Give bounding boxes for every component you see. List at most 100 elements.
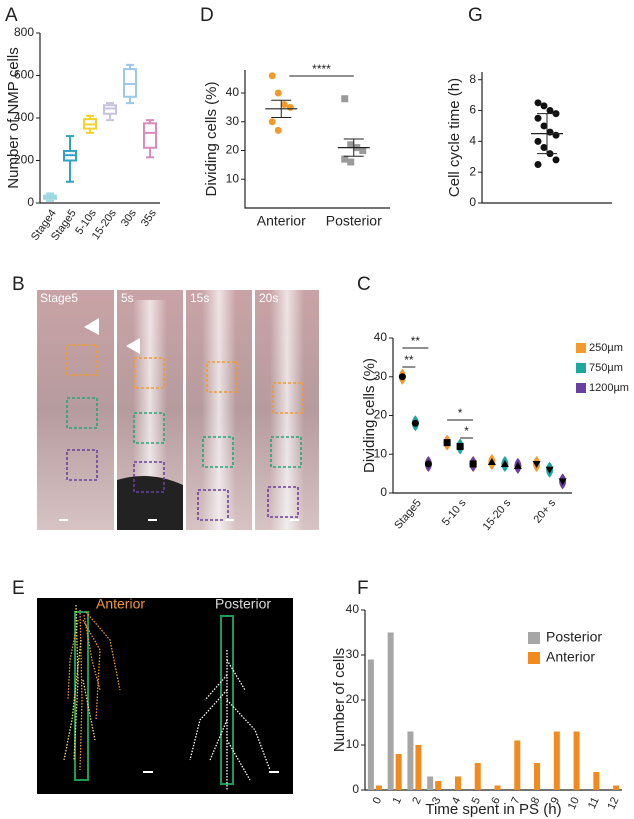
point: [487, 458, 496, 465]
point: [534, 99, 542, 107]
legend-swatch: [528, 632, 540, 644]
x-tick-label: 5: [470, 795, 483, 806]
significance-label: **: [411, 334, 421, 348]
y-tick-label: 30: [226, 114, 240, 128]
y-tick-label: 0: [27, 195, 34, 209]
image-label: 15s: [190, 291, 209, 305]
bar: [573, 731, 580, 790]
x-tick-label: 8: [529, 795, 542, 806]
point: [286, 103, 294, 111]
point: [469, 460, 477, 468]
x-tick-label: 10: [566, 795, 582, 811]
x-tick-label: 11: [586, 795, 602, 810]
y-axis-label: Number of cells: [331, 648, 348, 752]
point: [398, 373, 406, 381]
y-tick-label: 40: [346, 602, 360, 616]
x-tick-label: 15-20 s: [481, 497, 514, 533]
y-tick-label: 200: [14, 153, 34, 167]
y-tick-label: 20: [346, 692, 360, 706]
bar: [613, 785, 620, 790]
axis-line: [39, 33, 160, 204]
point: [552, 156, 560, 164]
legend-swatch: [576, 343, 586, 353]
y-tick-label: 2: [469, 164, 476, 178]
point: [534, 137, 542, 145]
point: [424, 460, 432, 468]
y-tick-label: 4: [469, 134, 476, 148]
image-label: Stage5: [40, 291, 78, 305]
panel-letter: D: [200, 5, 214, 26]
point: [411, 419, 419, 427]
image-label: Posterior: [215, 596, 271, 612]
y-tick-label: 10: [346, 737, 360, 751]
y-tick-label: 600: [14, 68, 34, 82]
x-tick-label: 30s: [119, 207, 139, 229]
y-tick-label: 40: [226, 85, 240, 99]
significance-label: ****: [312, 62, 331, 76]
point: [558, 478, 567, 486]
point: [546, 107, 554, 115]
x-tick-label: 2: [410, 795, 423, 806]
y-axis-label: Number of NMP cells: [5, 47, 22, 188]
bar: [367, 659, 374, 790]
panel-letter: F: [357, 578, 369, 599]
y-tick-label: 8: [469, 72, 476, 86]
x-tick-label: 5-10 s: [440, 497, 469, 529]
y-tick-label: 10: [374, 446, 388, 460]
x-tick-label: 35s: [139, 207, 159, 229]
point: [532, 460, 541, 468]
x-tick-label: 7: [509, 795, 522, 806]
point: [552, 131, 560, 139]
bar: [387, 632, 394, 790]
x-tick-label: Posterior: [326, 213, 382, 229]
bar: [427, 776, 434, 790]
box: [103, 104, 117, 115]
x-tick-label: 6: [489, 795, 502, 806]
panel-b-images: [37, 290, 319, 530]
point: [359, 147, 367, 154]
image-label: 5s: [121, 291, 134, 305]
x-tick-label: Stage5: [392, 497, 424, 531]
y-tick-label: 20: [226, 143, 240, 157]
axis-line: [392, 338, 572, 494]
bar: [395, 754, 402, 790]
axis-line: [244, 70, 390, 209]
significance-label: *: [464, 424, 469, 438]
point: [268, 118, 276, 126]
legend-swatch: [528, 652, 540, 664]
y-axis-label: Dividing cells (%): [361, 358, 378, 473]
y-axis-label: Cell cycle time (h): [446, 78, 463, 197]
point: [540, 122, 548, 130]
y-tick-label: 20: [374, 408, 388, 422]
error-bar: [343, 138, 364, 157]
point: [500, 459, 509, 467]
y-tick-label: 0: [469, 195, 476, 209]
point: [341, 95, 349, 103]
bar: [415, 745, 422, 790]
panel-letter: E: [12, 578, 25, 599]
point: [534, 160, 542, 168]
point: [513, 461, 522, 469]
x-tick-label: 20+ s: [531, 497, 558, 526]
x-axis-label: Time spent in PS (h): [425, 801, 561, 818]
bar: [375, 785, 382, 790]
point: [540, 102, 548, 110]
x-tick-label: 1: [391, 795, 404, 806]
bar: [494, 785, 501, 790]
point: [347, 158, 355, 166]
error-bar: [537, 113, 557, 155]
point: [545, 466, 554, 474]
point: [274, 89, 282, 97]
bar: [454, 776, 461, 790]
box: [143, 122, 157, 149]
panel-letter: A: [5, 5, 18, 26]
bar: [593, 772, 600, 790]
legend-label: Posterior: [546, 629, 602, 645]
y-tick-label: 6: [469, 103, 476, 117]
legend-label: 750µm: [589, 362, 623, 374]
bar: [435, 781, 442, 790]
point: [347, 141, 355, 149]
legend-label: 250µm: [589, 342, 623, 354]
error-bar: [271, 99, 292, 118]
